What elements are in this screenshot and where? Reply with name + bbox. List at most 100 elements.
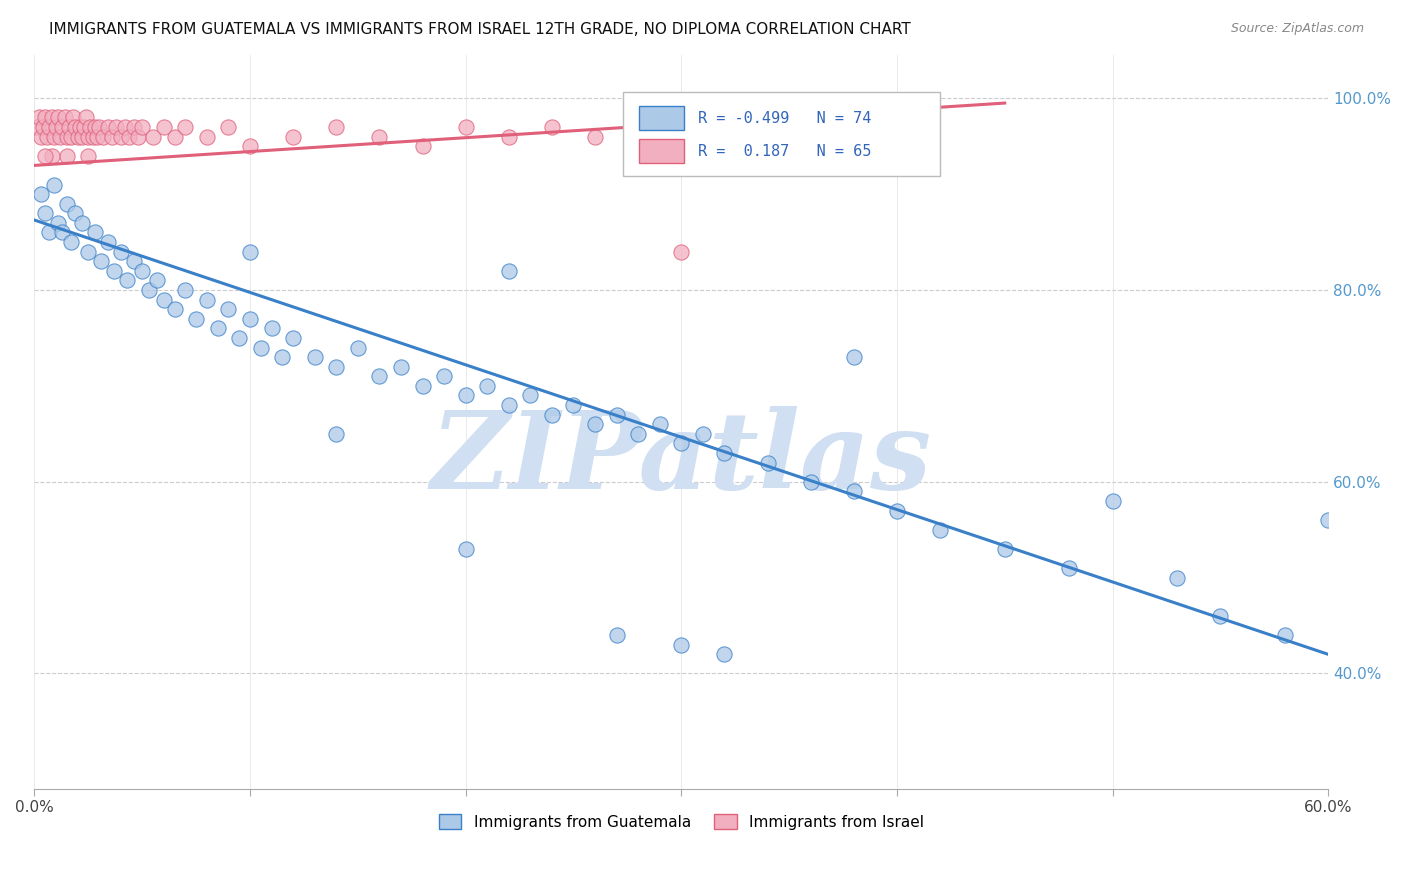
Point: [138, 283, 160, 297]
Point: [110, 244, 132, 259]
Point: [886, 120, 908, 134]
Point: [756, 456, 779, 470]
Point: [83, 120, 105, 134]
Point: [1101, 494, 1123, 508]
Point: [368, 369, 391, 384]
Point: [30, 129, 52, 144]
Point: [800, 475, 823, 489]
Point: [101, 129, 124, 144]
Point: [46, 216, 69, 230]
Point: [70, 129, 93, 144]
Point: [131, 120, 153, 134]
Point: [83, 226, 105, 240]
Point: [671, 436, 693, 450]
Point: [127, 129, 149, 144]
Point: [75, 111, 97, 125]
Point: [90, 254, 112, 268]
Point: [994, 541, 1017, 556]
Point: [583, 417, 606, 432]
Point: [53, 111, 76, 125]
Point: [163, 302, 186, 317]
Point: [498, 398, 520, 412]
Point: [41, 111, 63, 125]
Point: [38, 120, 60, 134]
Point: [217, 302, 239, 317]
Point: [325, 120, 347, 134]
Point: [606, 628, 628, 642]
Point: [37, 129, 59, 144]
Point: [562, 398, 585, 412]
Point: [1274, 628, 1296, 642]
Point: [454, 120, 477, 134]
Point: [77, 149, 100, 163]
Point: [368, 129, 391, 144]
Point: [62, 111, 84, 125]
Point: [929, 523, 952, 537]
Point: [271, 350, 294, 364]
Point: [82, 129, 104, 144]
Point: [692, 426, 714, 441]
Point: [146, 273, 169, 287]
Point: [97, 120, 120, 134]
Point: [325, 426, 347, 441]
Point: [58, 120, 80, 134]
Point: [886, 503, 908, 517]
Point: [606, 408, 628, 422]
Text: ZIPatlas: ZIPatlas: [430, 406, 932, 511]
Point: [454, 388, 477, 402]
Point: [51, 120, 73, 134]
Point: [60, 235, 83, 249]
Point: [105, 120, 128, 134]
Point: [1166, 571, 1188, 585]
Point: [239, 139, 262, 153]
Point: [142, 129, 165, 144]
Point: [454, 541, 477, 556]
Point: [174, 120, 197, 134]
Point: [87, 120, 110, 134]
Point: [49, 129, 72, 144]
Point: [346, 341, 368, 355]
Point: [30, 187, 52, 202]
Point: [42, 129, 65, 144]
Point: [97, 235, 120, 249]
Point: [38, 226, 60, 240]
Point: [79, 120, 101, 134]
Point: [34, 149, 56, 163]
Point: [25, 120, 48, 134]
Point: [477, 379, 499, 393]
Text: R =  0.187   N = 65: R = 0.187 N = 65: [697, 144, 872, 159]
Point: [433, 369, 456, 384]
Point: [627, 426, 650, 441]
Point: [498, 129, 520, 144]
Point: [77, 244, 100, 259]
Point: [583, 129, 606, 144]
Point: [122, 254, 145, 268]
Point: [778, 120, 800, 134]
Point: [103, 264, 125, 278]
Point: [41, 149, 63, 163]
Point: [239, 311, 262, 326]
Point: [163, 129, 186, 144]
Point: [51, 226, 73, 240]
Point: [70, 216, 93, 230]
Point: [228, 331, 250, 345]
Bar: [638, 106, 683, 130]
Point: [55, 149, 77, 163]
Point: [122, 120, 145, 134]
Point: [65, 120, 87, 134]
Point: [86, 129, 108, 144]
Point: [671, 638, 693, 652]
Point: [174, 283, 197, 297]
Legend: Immigrants from Guatemala, Immigrants from Israel: Immigrants from Guatemala, Immigrants fr…: [433, 807, 931, 836]
Point: [195, 129, 218, 144]
Point: [239, 244, 262, 259]
Point: [541, 120, 564, 134]
Point: [1317, 513, 1340, 527]
Point: [842, 129, 865, 144]
Point: [713, 648, 735, 662]
Point: [1059, 561, 1081, 575]
Point: [1209, 609, 1232, 624]
Point: [260, 321, 283, 335]
Point: [152, 120, 174, 134]
Point: [713, 129, 735, 144]
